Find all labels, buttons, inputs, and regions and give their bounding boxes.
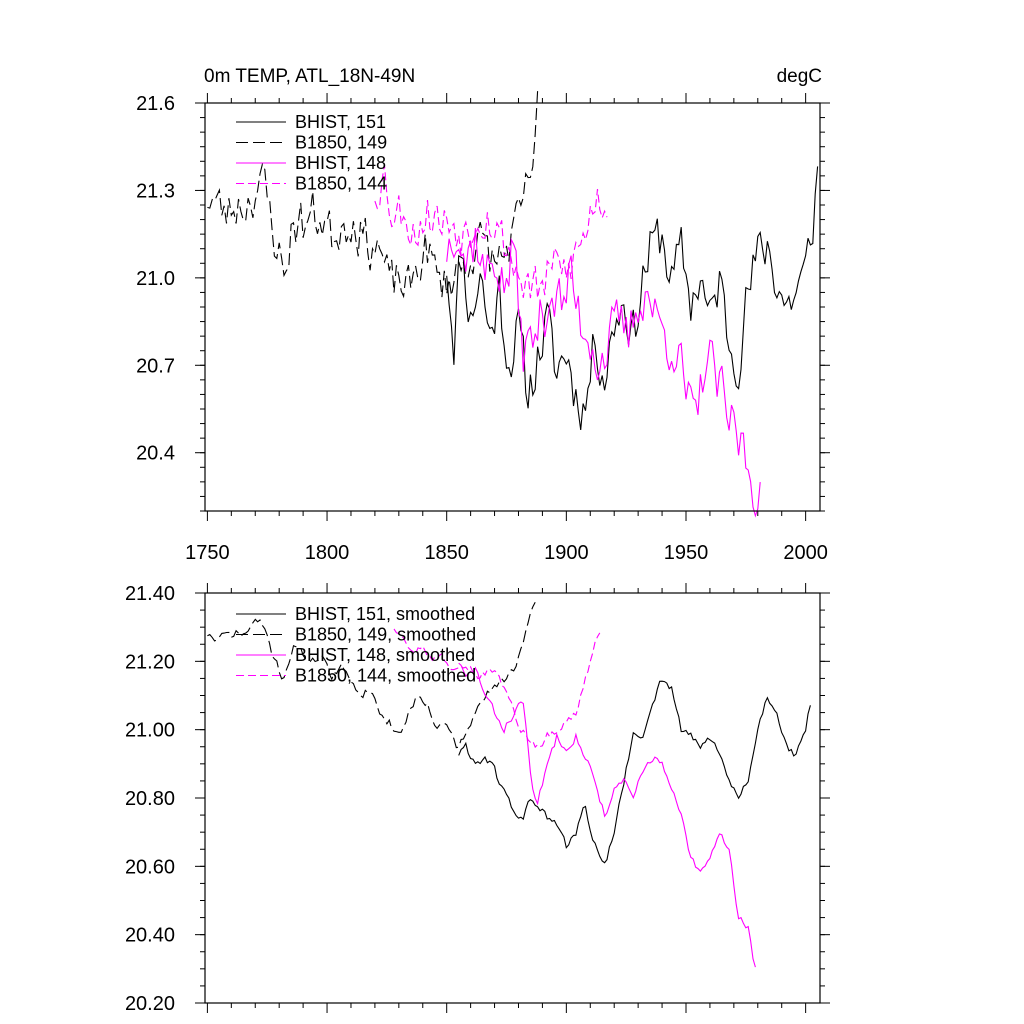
series-line-2-1 <box>458 680 811 864</box>
y-tick-label: 20.80 <box>125 788 175 810</box>
series-line-1-3 <box>446 227 761 518</box>
y-tick-label: 21.0 <box>136 268 175 290</box>
y-tick-label: 20.20 <box>125 993 175 1015</box>
legend-label: BHIST, 148, smoothed <box>295 645 475 665</box>
bottom-panel: 20.20 20.40 20.60 20.80 21.00 21.20 21.40 BHIS… <box>125 583 830 1015</box>
y-tick-label: 21.20 <box>125 651 175 673</box>
series-line-1-1 <box>446 166 819 430</box>
x-tick-label: 1800 <box>305 542 350 564</box>
bottom-series-lines <box>207 601 811 968</box>
series-line-1-4 <box>374 164 608 299</box>
top-axes: 1750 1800 1850 1900 1950 2000 20.4 20.7 21.0 21.3… <box>136 93 830 564</box>
legend-label: B1850, 144, smoothed <box>295 666 476 686</box>
x-tick-label: 1850 <box>424 542 469 564</box>
x-tick-label: 1950 <box>664 542 709 564</box>
top-plot-frame <box>204 102 821 512</box>
legend-label: B1850, 149 <box>295 133 387 153</box>
legend-label: B1850, 149, smoothed <box>295 625 476 645</box>
x-tick-label: 2000 <box>783 542 828 564</box>
bottom-axes: 20.20 20.40 20.60 20.80 21.00 21.20 21.40 <box>125 583 830 1015</box>
top-series-lines <box>207 90 819 518</box>
series-line-1-2 <box>207 90 539 299</box>
legend-label: BHIST, 151 <box>295 112 386 132</box>
x-tick-label: 1900 <box>544 542 589 564</box>
y-tick-label: 20.40 <box>125 925 175 947</box>
y-tick-label: 21.40 <box>125 583 175 605</box>
legend-label: BHIST, 148 <box>295 153 386 173</box>
x-tick-label: 1750 <box>185 542 230 564</box>
y-tick-label: 21.3 <box>136 180 175 202</box>
y-tick-label: 20.7 <box>136 355 175 377</box>
legend-label: BHIST, 151, smoothed <box>295 604 475 624</box>
series-line-2-3 <box>458 662 756 968</box>
y-tick-label: 21.6 <box>136 93 175 115</box>
y-tick-label: 20.4 <box>136 443 175 465</box>
top-units: degC <box>777 66 822 87</box>
legend-label: B1850, 144 <box>295 174 387 194</box>
y-tick-label: 21.00 <box>125 720 175 742</box>
bottom-plot-frame <box>204 592 821 1004</box>
y-tick-label: 20.60 <box>125 856 175 878</box>
top-panel: 0m TEMP, ATL_18N-49N degC 1750 1800 1850 19… <box>136 66 830 564</box>
top-title: 0m TEMP, ATL_18N-49N <box>204 66 415 87</box>
